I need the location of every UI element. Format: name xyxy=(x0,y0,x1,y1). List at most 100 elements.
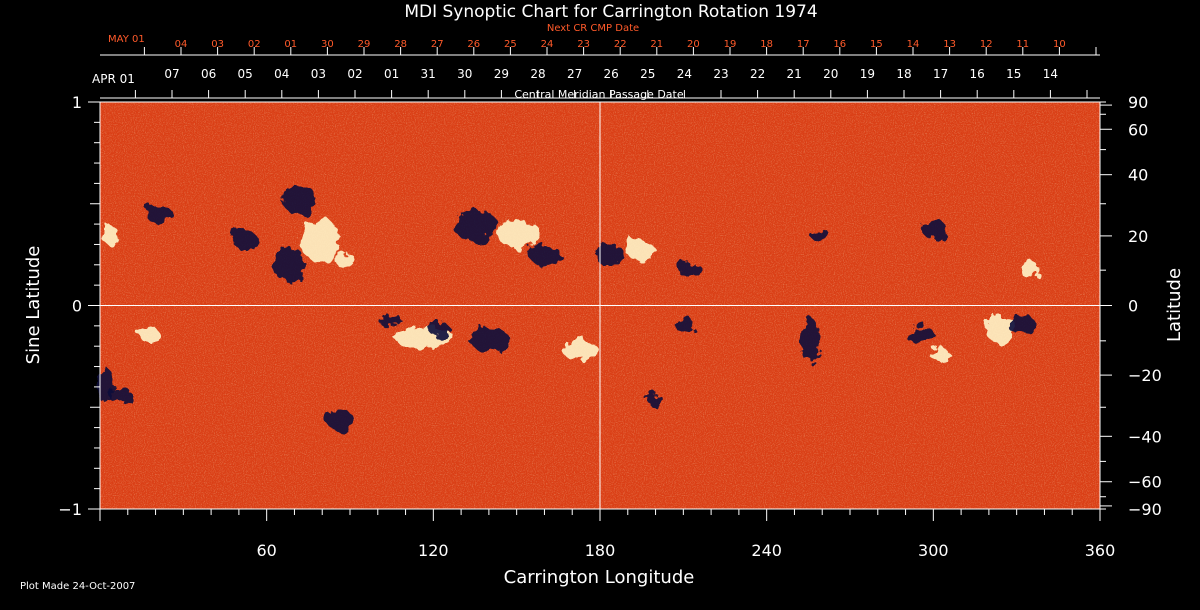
date-label: 05 xyxy=(238,67,253,81)
magnetic-region xyxy=(923,220,947,240)
cmp-start-label: APR 01 xyxy=(92,72,135,86)
date-label: 15 xyxy=(1006,67,1021,81)
y-right-tick-label: 20 xyxy=(1128,227,1148,246)
magnetic-region xyxy=(102,225,118,245)
date-label: 24 xyxy=(677,67,692,81)
date-label: 17 xyxy=(797,39,810,50)
magnetic-region xyxy=(529,245,561,265)
magnetic-region xyxy=(498,221,542,249)
x-tick-label: 120 xyxy=(418,541,449,560)
date-label: 19 xyxy=(860,67,875,81)
magnetic-region xyxy=(108,387,132,403)
date-label: 03 xyxy=(211,39,224,50)
magnetic-region xyxy=(300,218,340,262)
y-axis-left-label: Sine Latitude xyxy=(23,246,44,365)
magnetic-region xyxy=(647,394,663,406)
date-label: 25 xyxy=(504,39,517,50)
magnetic-region xyxy=(233,230,257,250)
date-label: 02 xyxy=(248,39,261,50)
x-axis: 60 120 180 240 300 360 xyxy=(99,509,1116,560)
date-label: 01 xyxy=(384,67,399,81)
magnetic-region xyxy=(378,314,402,326)
date-label: 16 xyxy=(970,67,985,81)
date-label: 03 xyxy=(311,67,326,81)
date-label: 18 xyxy=(896,67,911,81)
magnetic-region xyxy=(282,186,318,214)
next-cr-axis: Next CR CMP Date MAY 01 04 03 02 01 30 29 28 27… xyxy=(100,23,1100,56)
date-label: 22 xyxy=(750,67,765,81)
magnetic-region xyxy=(675,317,695,333)
magnetic-region xyxy=(335,252,355,268)
magnetic-region xyxy=(146,207,174,223)
date-label: 21 xyxy=(787,67,802,81)
y-right-tick-label: −90 xyxy=(1128,500,1162,519)
date-label: 25 xyxy=(640,67,655,81)
date-label: 23 xyxy=(577,39,590,50)
magnetic-region xyxy=(470,328,510,352)
y-right-tick-label: 90 xyxy=(1128,93,1148,112)
date-label: 30 xyxy=(457,67,472,81)
date-label: 24 xyxy=(541,39,554,50)
date-label: 23 xyxy=(713,67,728,81)
date-label: 14 xyxy=(907,39,920,50)
magnetic-region xyxy=(906,325,934,345)
date-label: 11 xyxy=(1016,39,1029,50)
y-left-tick-label: −1 xyxy=(58,500,82,519)
y-right-tick-label: −40 xyxy=(1128,427,1162,446)
date-label: 19 xyxy=(724,39,737,50)
date-label: 27 xyxy=(567,67,582,81)
y-left-tick-label: 1 xyxy=(72,93,82,112)
magnetic-region xyxy=(430,322,450,338)
y-right-tick-label: 0 xyxy=(1128,297,1138,316)
date-label: 20 xyxy=(687,39,700,50)
date-label: 21 xyxy=(650,39,663,50)
x-tick-label: 60 xyxy=(256,541,276,560)
date-label: 12 xyxy=(980,39,993,50)
date-label: 10 xyxy=(1053,39,1066,50)
magnetic-region xyxy=(274,247,306,283)
date-label: 30 xyxy=(321,39,334,50)
y-right-tick-label: 40 xyxy=(1128,166,1148,185)
magnetic-region xyxy=(140,327,160,343)
date-label: 27 xyxy=(431,39,444,50)
magnetic-region xyxy=(810,229,830,241)
x-tick-label: 240 xyxy=(751,541,782,560)
magnetic-region xyxy=(1020,262,1040,278)
date-label: 29 xyxy=(494,67,509,81)
y-right-tick-label: −20 xyxy=(1128,366,1162,385)
date-label: 17 xyxy=(933,67,948,81)
date-label: 01 xyxy=(284,39,297,50)
date-label: 04 xyxy=(274,67,289,81)
date-label: 31 xyxy=(421,67,436,81)
magnetic-region xyxy=(562,340,598,360)
magnetic-region xyxy=(453,209,497,241)
y-axis-right-label: Latitude xyxy=(1164,268,1185,342)
magnetic-region xyxy=(678,262,702,278)
magnetic-region xyxy=(984,314,1016,342)
y-left-tick-label: 0 xyxy=(72,297,82,316)
chart-title: MDI Synoptic Chart for Carrington Rotati… xyxy=(404,2,817,22)
date-label: 07 xyxy=(164,67,179,81)
date-label: 15 xyxy=(870,39,883,50)
next-cr-axis-title: Next CR CMP Date xyxy=(547,23,639,34)
date-label: 06 xyxy=(201,67,216,81)
plot-made-footer: Plot Made 24-Oct-2007 xyxy=(20,581,135,592)
date-label: 20 xyxy=(823,67,838,81)
y-right-tick-label: 60 xyxy=(1128,120,1148,139)
y-right-tick-label: −60 xyxy=(1128,473,1162,492)
date-label: 14 xyxy=(1043,67,1058,81)
x-axis-label: Carrington Longitude xyxy=(504,567,695,588)
date-label: 26 xyxy=(467,39,480,50)
y-axis-right: 90 60 40 20 0 −20 −40 −60 −90 xyxy=(1100,93,1162,519)
magnetic-region xyxy=(326,410,354,430)
magnetic-region xyxy=(800,318,820,362)
date-label: 16 xyxy=(833,39,846,50)
date-label: 28 xyxy=(530,67,545,81)
date-label: 18 xyxy=(760,39,773,50)
x-tick-label: 360 xyxy=(1085,541,1116,560)
cmp-axis-title: Central Meridian Passage Date xyxy=(514,88,683,101)
next-cr-start-label: MAY 01 xyxy=(108,34,145,45)
cmp-axis: APR 01 07 06 05 04 03 02 01 31 30 29 28 27 26 25 24 23 2… xyxy=(92,67,1100,101)
date-label: 29 xyxy=(358,39,371,50)
